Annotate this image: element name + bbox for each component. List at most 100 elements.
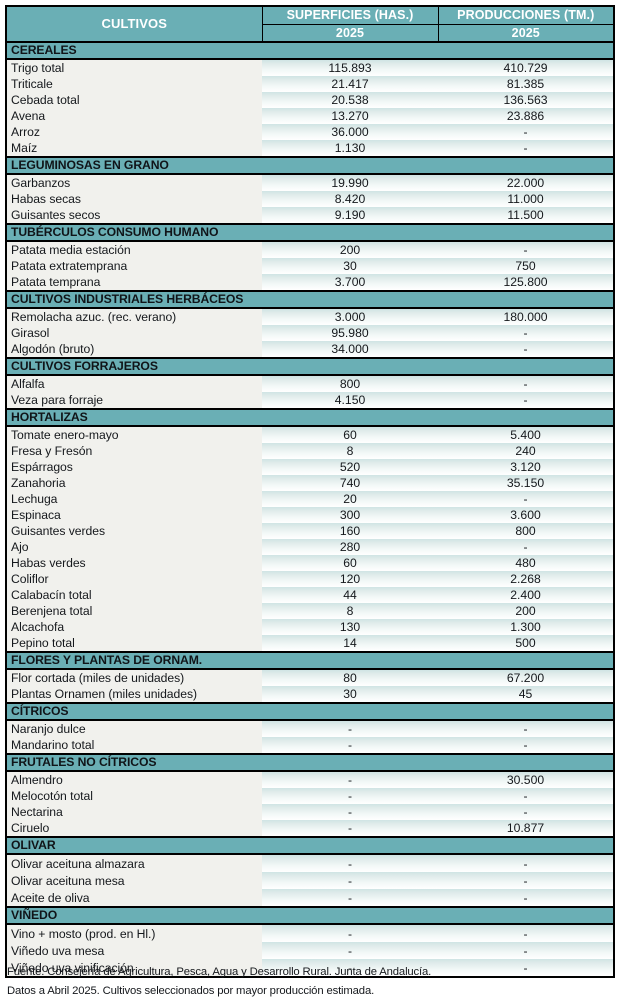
production-value-cell: - — [438, 889, 614, 907]
crop-name-cell: Naranjo dulce — [6, 720, 262, 737]
surface-value-cell: - — [262, 959, 438, 977]
crop-name-cell: Espinaca — [6, 507, 262, 523]
section-header-row: VIÑEDO — [6, 906, 614, 925]
surface-value-cell: 34.000 — [262, 341, 438, 358]
table-row: Mandarino total - - — [6, 737, 614, 754]
table-row: Remolacha azuc. (rec. verano) 3.000 180.00… — [6, 308, 614, 325]
production-value-cell: 81.385 — [438, 76, 614, 92]
table-row: Arroz 36.000- — [6, 124, 614, 140]
crop-name-cell: Veza para forraje — [6, 392, 262, 409]
production-value-cell: - — [438, 392, 614, 409]
footnote-source: Fuente: Consejería de Agricultura, Pesca… — [7, 966, 432, 978]
surface-value-cell: 20 — [262, 491, 438, 507]
table-row: Zanahoria 740 35.150 — [6, 475, 614, 491]
table-row: Aceite de oliva - - — [6, 889, 614, 907]
crop-name-cell: Maíz — [6, 140, 262, 157]
table-row: Espárragos 520 3.120 — [6, 459, 614, 475]
crop-name-cell: Algodón (bruto) — [6, 341, 262, 358]
table-row: Cebada total 20.538 136.563 — [6, 92, 614, 108]
crop-name-cell: Aceite de oliva — [6, 889, 262, 907]
column-header-superficies: SUPERFICIES (HAS.) — [261, 5, 439, 25]
section-title: HORTALIZAS — [6, 408, 614, 427]
table-row: Nectarina - - — [6, 804, 614, 820]
crop-name-cell: Patata extratemprana — [6, 258, 262, 274]
surface-value-cell: 30 — [262, 258, 438, 274]
production-value-cell: - — [438, 804, 614, 820]
surface-value-cell: 300 — [262, 507, 438, 523]
section-header-row: FLORES Y PLANTAS DE ORNAM. — [6, 651, 614, 670]
crop-name-cell: Arroz — [6, 124, 262, 140]
section-header-row: FRUTALES NO CÍTRICOS — [6, 753, 614, 772]
surface-value-cell: - — [262, 854, 438, 872]
surface-value-cell: 60 — [262, 555, 438, 571]
crop-name-cell: Espárragos — [6, 459, 262, 475]
section-title: CULTIVOS INDUSTRIALES HERBÁCEOS — [6, 290, 614, 309]
column-header-superficies-year: 2025 — [261, 23, 439, 43]
section-title: CÍTRICOS — [6, 702, 614, 721]
table-row: Tomate enero-mayo 60 5.400 — [6, 426, 614, 443]
production-value-cell: 35.150 — [438, 475, 614, 491]
crop-name-cell: Patata media estación — [6, 241, 262, 258]
crop-name-cell: Coliflor — [6, 571, 262, 587]
production-value-cell: - — [438, 325, 614, 341]
section-header-row: LEGUMINOSAS EN GRANO — [6, 156, 614, 175]
surface-value-cell: - — [262, 788, 438, 804]
table-row: Calabacín total 44 2.400 — [6, 587, 614, 603]
table-row: Habas verdes 60 480 — [6, 555, 614, 571]
footnote-data-date: Datos a Abril 2025. Cultivos seleccionad… — [7, 985, 375, 997]
table-row: Girasol 95.980- — [6, 325, 614, 341]
surface-value-cell: 44 — [262, 587, 438, 603]
surface-value-cell: 20.538 — [262, 92, 438, 108]
surface-value-cell: - — [262, 804, 438, 820]
section-header-row: CÍTRICOS — [6, 702, 614, 721]
surface-value-cell: 800 — [262, 375, 438, 392]
production-value-cell: 2.400 — [438, 587, 614, 603]
crop-name-cell: Alfalfa — [6, 375, 262, 392]
table-header: CULTIVOS SUPERFICIES (HAS.) PRODUCCIONES… — [5, 5, 615, 43]
production-value-cell: - — [438, 140, 614, 157]
table-row: Trigo total 115.893 410.729 — [6, 59, 614, 76]
production-value-cell: - — [438, 788, 614, 804]
column-header-producciones-year: 2025 — [437, 23, 615, 43]
surface-value-cell: 3.700 — [262, 274, 438, 291]
table-row: Patata extratemprana 30 750 — [6, 258, 614, 274]
surface-value-cell: 60 — [262, 426, 438, 443]
crop-name-cell: Olivar aceituna almazara — [6, 854, 262, 872]
table-row: Veza para forraje 4.150- — [6, 392, 614, 409]
table-row: Fresa y Fresón 8 240 — [6, 443, 614, 459]
table-row: Patata temprana 3.700 125.800 — [6, 274, 614, 291]
table-row: Vino + mosto (prod. en Hl.) - - — [6, 924, 614, 942]
table-row: Plantas Ornamen (miles unidades) 30 45 — [6, 686, 614, 703]
table-row: Olivar aceituna almazara - - — [6, 854, 614, 872]
production-value-cell: 500 — [438, 635, 614, 652]
surface-value-cell: 80 — [262, 669, 438, 686]
crop-name-cell: Mandarino total — [6, 737, 262, 754]
section-title: OLIVAR — [6, 836, 614, 855]
section-header-row: TUBÉRCULOS CONSUMO HUMANO — [6, 223, 614, 242]
table-row: Guisantes secos 9.190 11.500 — [6, 207, 614, 224]
production-value-cell: - — [438, 341, 614, 358]
production-value-cell: 750 — [438, 258, 614, 274]
table-row: Garbanzos 19.990 22.000 — [6, 174, 614, 191]
production-value-cell: 45 — [438, 686, 614, 703]
crop-name-cell: Viñedo uva mesa — [6, 942, 262, 959]
crop-name-cell: Habas secas — [6, 191, 262, 207]
surface-value-cell: - — [262, 720, 438, 737]
section-title: CEREALES — [6, 41, 614, 60]
crop-name-cell: Ciruelo — [6, 820, 262, 837]
table-row: Flor cortada (miles de unidades) 80 67.200 — [6, 669, 614, 686]
table-row: Olivar aceituna mesa - - — [6, 872, 614, 889]
surface-value-cell: 4.150 — [262, 392, 438, 409]
footnotes: Fuente: Consejería de Agricultura, Pesca… — [7, 966, 617, 997]
production-value-cell: - — [438, 375, 614, 392]
table-row: Guisantes verdes 160 800 — [6, 523, 614, 539]
table-row: Habas secas 8.420 11.000 — [6, 191, 614, 207]
production-value-cell: 1.300 — [438, 619, 614, 635]
surface-value-cell: 200 — [262, 241, 438, 258]
production-value-cell: 136.563 — [438, 92, 614, 108]
production-value-cell: 11.500 — [438, 207, 614, 224]
production-value-cell: 180.000 — [438, 308, 614, 325]
production-value-cell: 3.120 — [438, 459, 614, 475]
section-header-row: CULTIVOS FORRAJEROS — [6, 357, 614, 376]
crop-name-cell: Guisantes verdes — [6, 523, 262, 539]
